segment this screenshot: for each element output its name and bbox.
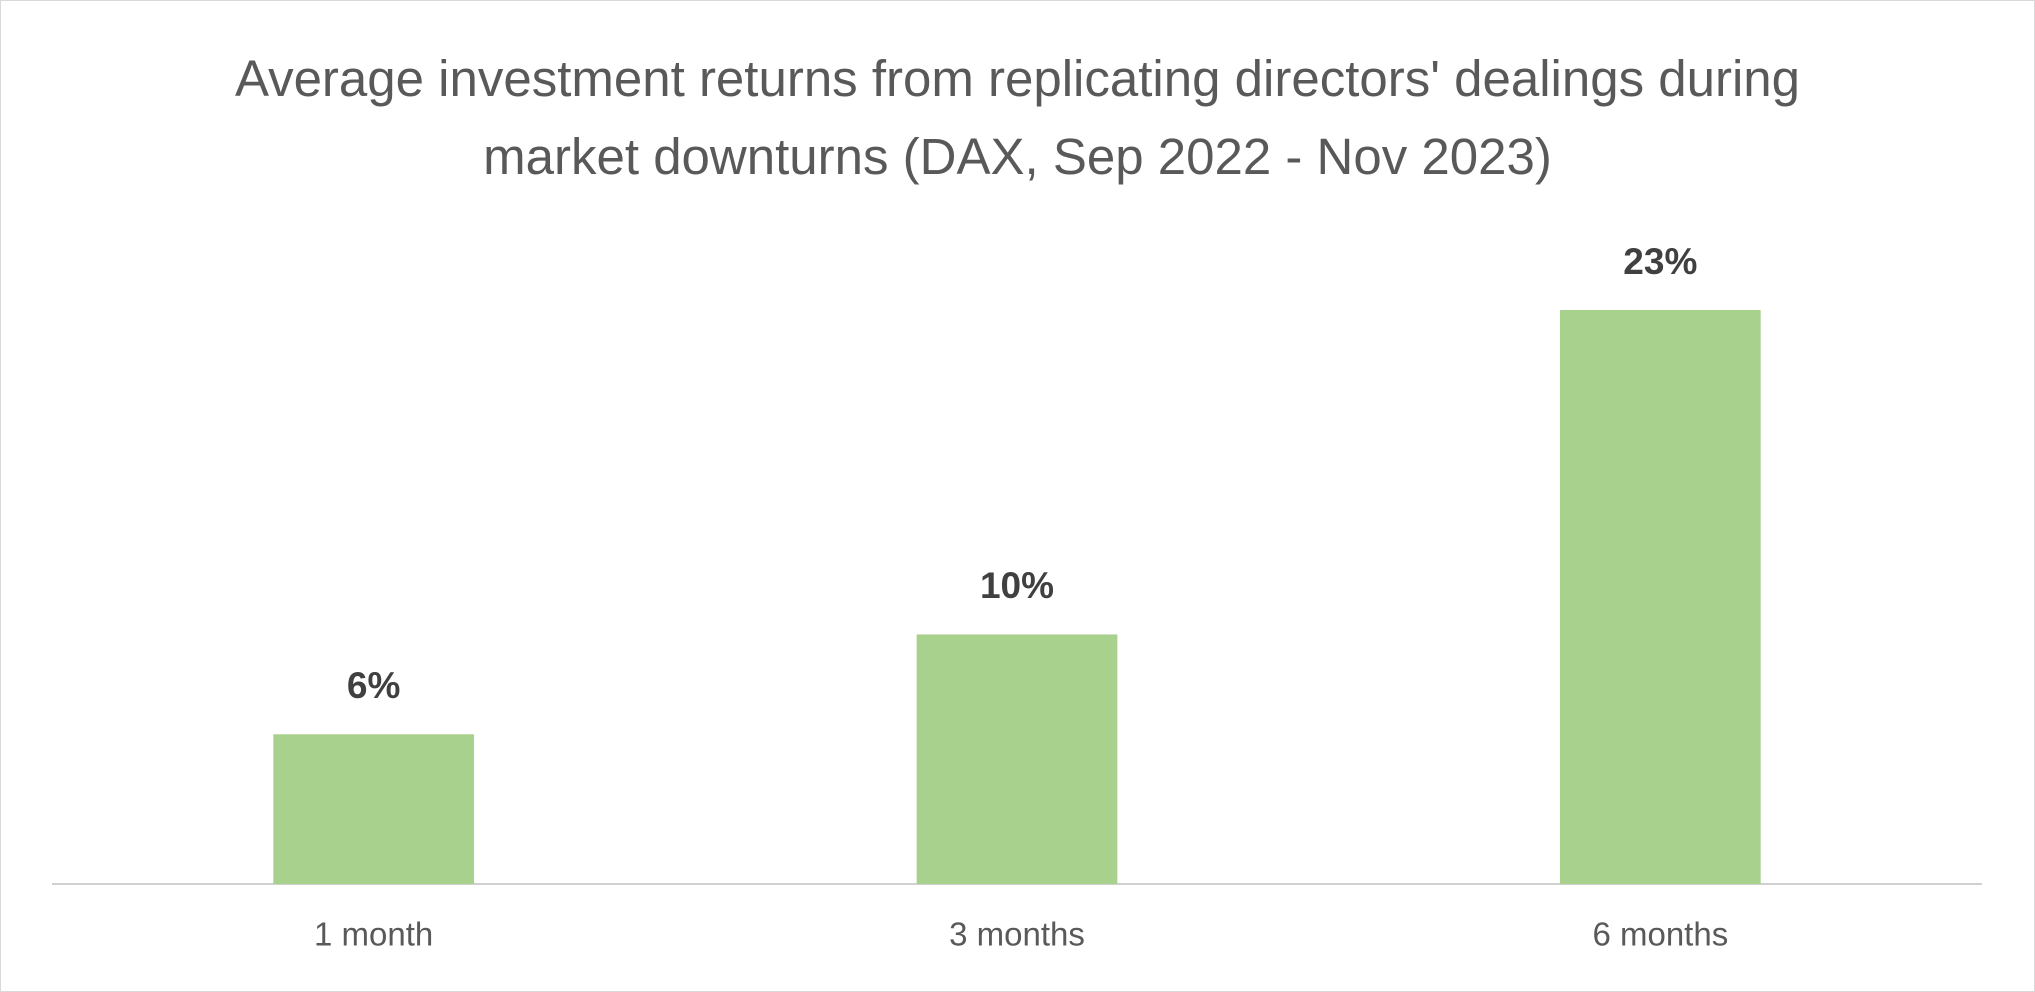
bar [1559,310,1761,884]
chart-title: Average investment returns from replicat… [234,50,1801,185]
x-tick-label: 6 months [1592,916,1728,953]
bar [273,734,475,884]
x-tick-label: 3 months [949,916,1085,953]
data-label: 6% [347,665,400,706]
x-tick-label: 1 month [314,916,433,953]
bar [916,634,1118,884]
title-box: Average investment returns from replicat… [0,40,2035,196]
data-label: 10% [980,565,1054,606]
data-label: 23% [1623,241,1697,282]
